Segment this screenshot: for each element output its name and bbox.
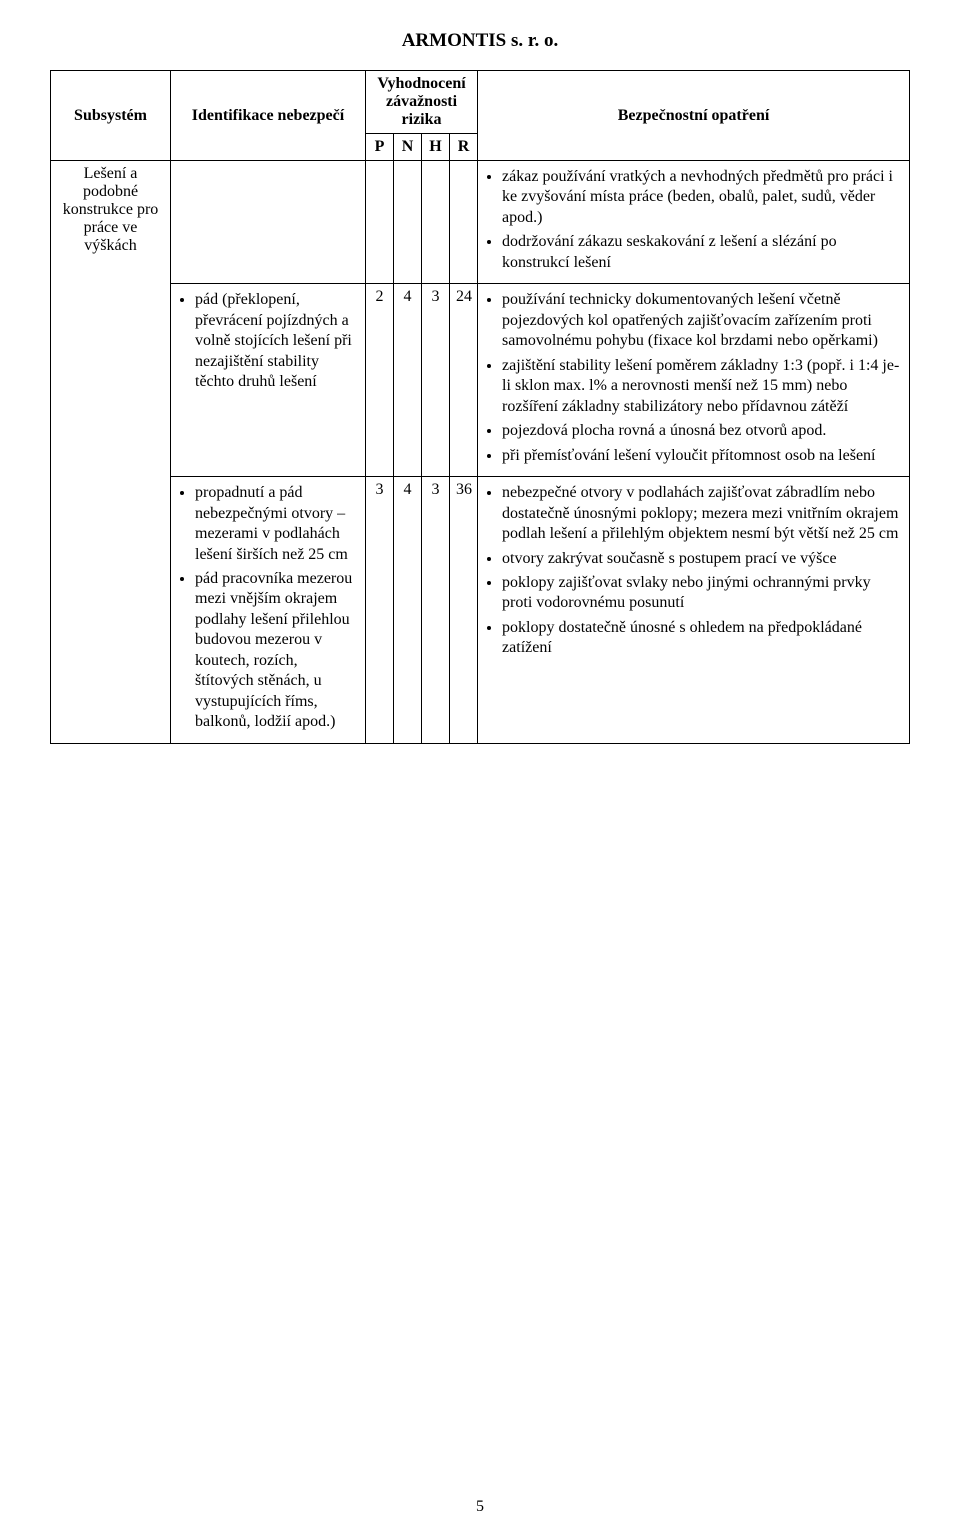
measure-item: při přemísťování lešení vyloučit přítomn… <box>502 446 903 466</box>
r-cell: 24 <box>450 284 478 477</box>
th-r: R <box>450 134 478 161</box>
n-cell: 4 <box>394 284 422 477</box>
h-cell: 3 <box>422 284 450 477</box>
th-p: P <box>366 134 394 161</box>
table-row: Lešení a podobné konstrukce pro práce ve… <box>51 161 910 284</box>
risk-table: Subsystém Identifikace nebezpečí Vyhodno… <box>50 70 910 744</box>
th-subsystem: Subsystém <box>51 71 171 161</box>
ident-cell: propadnutí a pád nebezpečnými otvory – m… <box>171 477 366 744</box>
h-cell <box>422 161 450 284</box>
ident-item: propadnutí a pád nebezpečnými otvory – m… <box>195 483 359 565</box>
ident-cell: pád (překlopení, převrácení pojízdných a… <box>171 284 366 477</box>
n-cell: 4 <box>394 477 422 744</box>
table-row: propadnutí a pád nebezpečnými otvory – m… <box>51 477 910 744</box>
n-cell <box>394 161 422 284</box>
h-cell: 3 <box>422 477 450 744</box>
doc-title: ARMONTIS s. r. o. <box>50 30 910 52</box>
ident-item: pád (překlopení, převrácení pojízdných a… <box>195 290 359 392</box>
measure-item: pojezdová plocha rovná a únosná bez otvo… <box>502 421 903 441</box>
table-row: pád (překlopení, převrácení pojízdných a… <box>51 284 910 477</box>
measure-item: otvory zakrývat současně s postupem prac… <box>502 549 903 569</box>
measures-cell: zákaz používání vratkých a nevhodných př… <box>478 161 910 284</box>
measure-item: dodržování zákazu seskakování z lešení a… <box>502 232 903 273</box>
measure-item: nebezpečné otvory v podlahách zajišťovat… <box>502 483 903 544</box>
th-measures: Bezpečnostní opatření <box>478 71 910 161</box>
r-cell <box>450 161 478 284</box>
ident-item: pád pracovníka mezerou mezi vnějším okra… <box>195 569 359 733</box>
th-n: N <box>394 134 422 161</box>
measures-cell: používání technicky dokumentovaných leše… <box>478 284 910 477</box>
p-cell <box>366 161 394 284</box>
th-evaluation: Vyhodnocení závažnosti rizika <box>366 71 478 134</box>
ident-cell <box>171 161 366 284</box>
th-identification: Identifikace nebezpečí <box>171 71 366 161</box>
measure-item: používání technicky dokumentovaných leše… <box>502 290 903 351</box>
r-cell: 36 <box>450 477 478 744</box>
measure-item: zajištění stability lešení poměrem zákla… <box>502 356 903 417</box>
subsystem-cell: Lešení a podobné konstrukce pro práce ve… <box>51 161 171 744</box>
p-cell: 2 <box>366 284 394 477</box>
page-number: 5 <box>0 1498 960 1516</box>
p-cell: 3 <box>366 477 394 744</box>
measure-item: zákaz používání vratkých a nevhodných př… <box>502 167 903 228</box>
measure-item: poklopy zajišťovat svlaky nebo jinými oc… <box>502 573 903 614</box>
measure-item: poklopy dostatečně únosné s ohledem na p… <box>502 618 903 659</box>
measures-cell: nebezpečné otvory v podlahách zajišťovat… <box>478 477 910 744</box>
th-h: H <box>422 134 450 161</box>
